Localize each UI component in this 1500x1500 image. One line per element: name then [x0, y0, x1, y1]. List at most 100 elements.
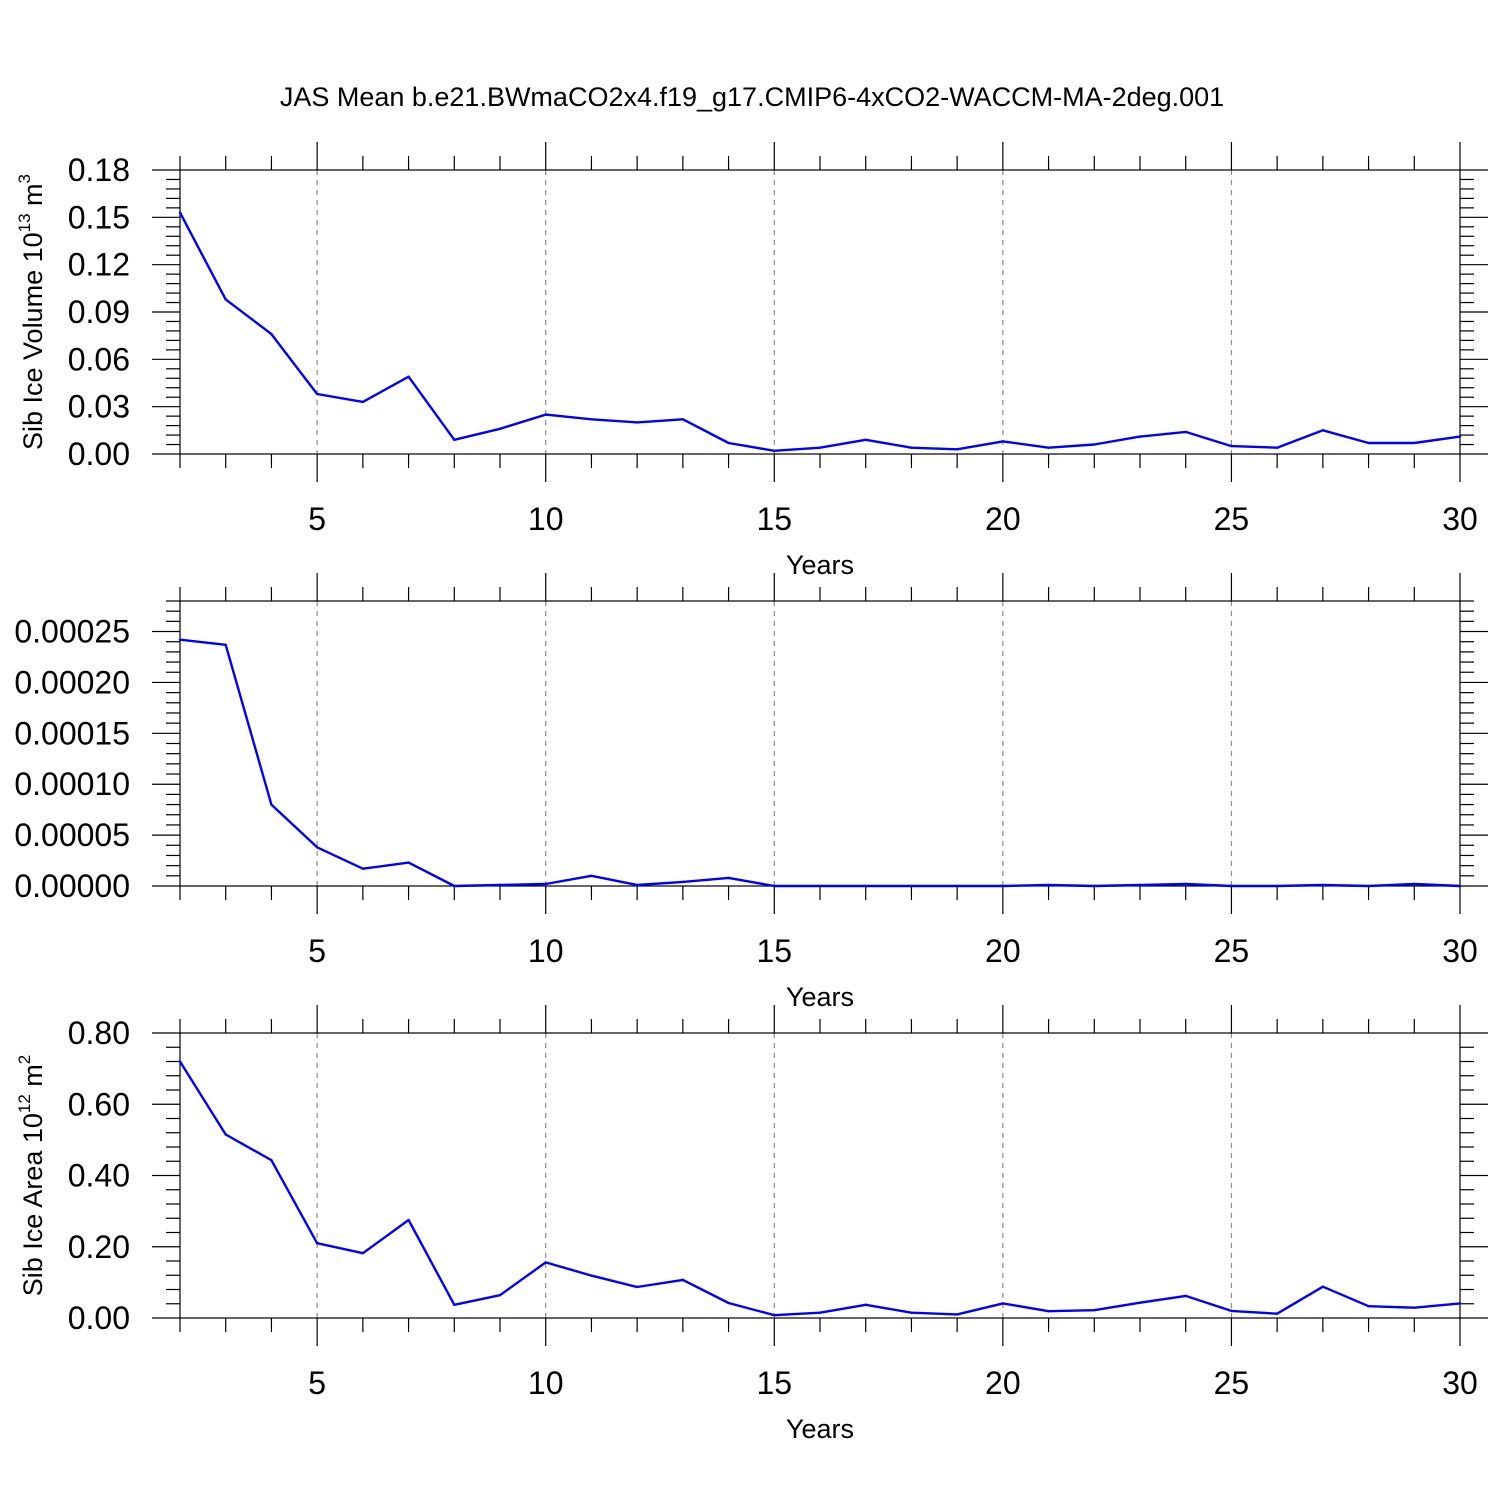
data-point — [224, 643, 227, 646]
data-point — [955, 448, 959, 451]
data-point — [1001, 1302, 1005, 1305]
data-point — [1047, 1310, 1050, 1313]
y-tick-label: 0.09 — [68, 294, 130, 330]
x-tick-label: 10 — [528, 1365, 564, 1401]
data-point — [453, 1303, 456, 1307]
x-tick-label: 15 — [756, 933, 792, 969]
data-point — [1367, 1305, 1370, 1308]
data-point — [1321, 1285, 1325, 1288]
x-tick-label: 30 — [1442, 501, 1478, 537]
data-point — [1184, 882, 1187, 886]
y-tick-label: 0.60 — [68, 1086, 130, 1122]
chart-panel-2: 5 10 15 20 25 30 0.00000 0.00005 0.00010 0.00015 0… — [14, 573, 1488, 1012]
data-point — [727, 876, 730, 880]
data-point — [178, 638, 182, 641]
data-point — [1321, 429, 1325, 432]
data-point — [544, 1261, 547, 1264]
data-point — [498, 427, 502, 430]
data-point — [955, 1313, 959, 1316]
data-point — [590, 874, 593, 878]
y-tick-label: 0.40 — [68, 1158, 130, 1194]
data-point — [910, 884, 913, 888]
data-point — [864, 438, 867, 441]
data-point — [910, 1311, 913, 1314]
data-point — [818, 446, 822, 449]
data-point — [1230, 884, 1233, 888]
data-point — [1321, 883, 1325, 887]
series-line — [178, 1060, 1461, 1317]
data-point — [544, 413, 547, 416]
data-point — [361, 867, 365, 870]
data-point — [1458, 435, 1462, 438]
x-axis-title: Years — [786, 982, 854, 1012]
chart-title: JAS Mean b.e21.BWmaCO2x4.f19_g17.CMIP6-4… — [280, 82, 1224, 112]
y-tick-label: 0.06 — [68, 341, 130, 377]
x-axis-title: Years — [786, 550, 854, 580]
data-point — [864, 1303, 867, 1307]
y-tick-label: 0.00020 — [14, 664, 130, 700]
x-tick-label: 20 — [985, 933, 1021, 969]
data-point — [1138, 435, 1142, 438]
data-point — [315, 846, 319, 849]
data-point — [1093, 884, 1096, 888]
data-point — [270, 803, 273, 806]
data-point — [224, 298, 227, 301]
data-point — [590, 1274, 593, 1277]
data-point — [727, 441, 730, 445]
data-point — [1230, 1309, 1233, 1313]
chart-panels: 5 10 15 20 25 30 0.00 0.03 0.06 0.09 0.12 0.15 0.18 Y… — [14, 142, 1488, 1444]
x-tick-label: 25 — [1214, 1365, 1250, 1401]
data-point — [1047, 883, 1050, 887]
data-point — [407, 1218, 410, 1222]
x-tick-label: 15 — [756, 1365, 792, 1401]
data-point — [1413, 1306, 1416, 1309]
y-tick-label: 0.20 — [68, 1229, 130, 1265]
data-point — [315, 1241, 319, 1245]
x-tick-label: 25 — [1214, 501, 1250, 537]
data-point — [1230, 444, 1233, 448]
data-point — [1413, 882, 1416, 886]
data-point — [1093, 1308, 1096, 1312]
data-point — [681, 1278, 685, 1282]
data-point — [681, 418, 685, 421]
data-point — [955, 884, 959, 888]
x-tick-label: 5 — [308, 501, 326, 537]
x-tick-label: 5 — [308, 1365, 326, 1401]
data-point — [178, 211, 182, 214]
y-tick-label: 0.00005 — [14, 817, 130, 853]
y-tick-label: 0.00015 — [14, 715, 130, 751]
data-point — [1367, 884, 1370, 888]
data-point — [727, 1301, 730, 1305]
y-tick-label: 0.00010 — [14, 766, 130, 802]
data-point — [818, 1311, 822, 1314]
data-point — [544, 882, 547, 886]
y-tick-label: 0.00000 — [14, 868, 130, 904]
data-point — [453, 438, 456, 441]
data-point — [315, 392, 319, 396]
data-point — [590, 418, 593, 421]
y-axis-title: Sib Ice Volume 1013 m3 — [15, 174, 48, 450]
data-point — [1184, 1294, 1187, 1298]
data-point — [178, 1060, 182, 1063]
data-point — [498, 1294, 502, 1297]
y-tick-label: 0.00 — [68, 1300, 130, 1336]
data-point — [773, 449, 776, 453]
x-tick-label: 10 — [528, 933, 564, 969]
x-tick-label: 30 — [1442, 1365, 1478, 1401]
y-tick-label: 0.80 — [68, 1015, 130, 1051]
plot-frame — [179, 600, 1461, 887]
x-tick-label: 25 — [1214, 933, 1250, 969]
data-point — [1138, 883, 1142, 887]
data-point — [1138, 1301, 1142, 1304]
data-point — [453, 884, 456, 888]
data-point — [1458, 884, 1462, 888]
data-point — [1047, 446, 1050, 449]
data-point — [818, 884, 822, 888]
series-line — [179, 638, 1461, 888]
data-point — [1367, 441, 1370, 445]
data-point — [224, 1133, 227, 1136]
data-point — [1093, 443, 1096, 446]
data-point — [681, 880, 685, 884]
plot-frame — [179, 169, 1461, 455]
data-point — [407, 375, 410, 378]
